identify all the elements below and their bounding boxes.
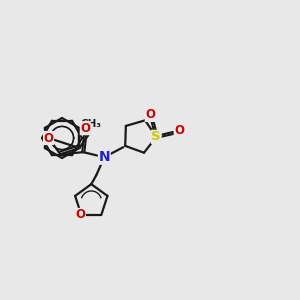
Text: O: O bbox=[145, 108, 155, 122]
Text: N: N bbox=[98, 150, 110, 164]
Text: O: O bbox=[174, 124, 184, 137]
Text: O: O bbox=[80, 122, 90, 135]
Text: CH₃: CH₃ bbox=[80, 119, 101, 129]
Text: O: O bbox=[44, 131, 53, 145]
Text: S: S bbox=[152, 130, 161, 143]
Text: O: O bbox=[75, 208, 85, 221]
